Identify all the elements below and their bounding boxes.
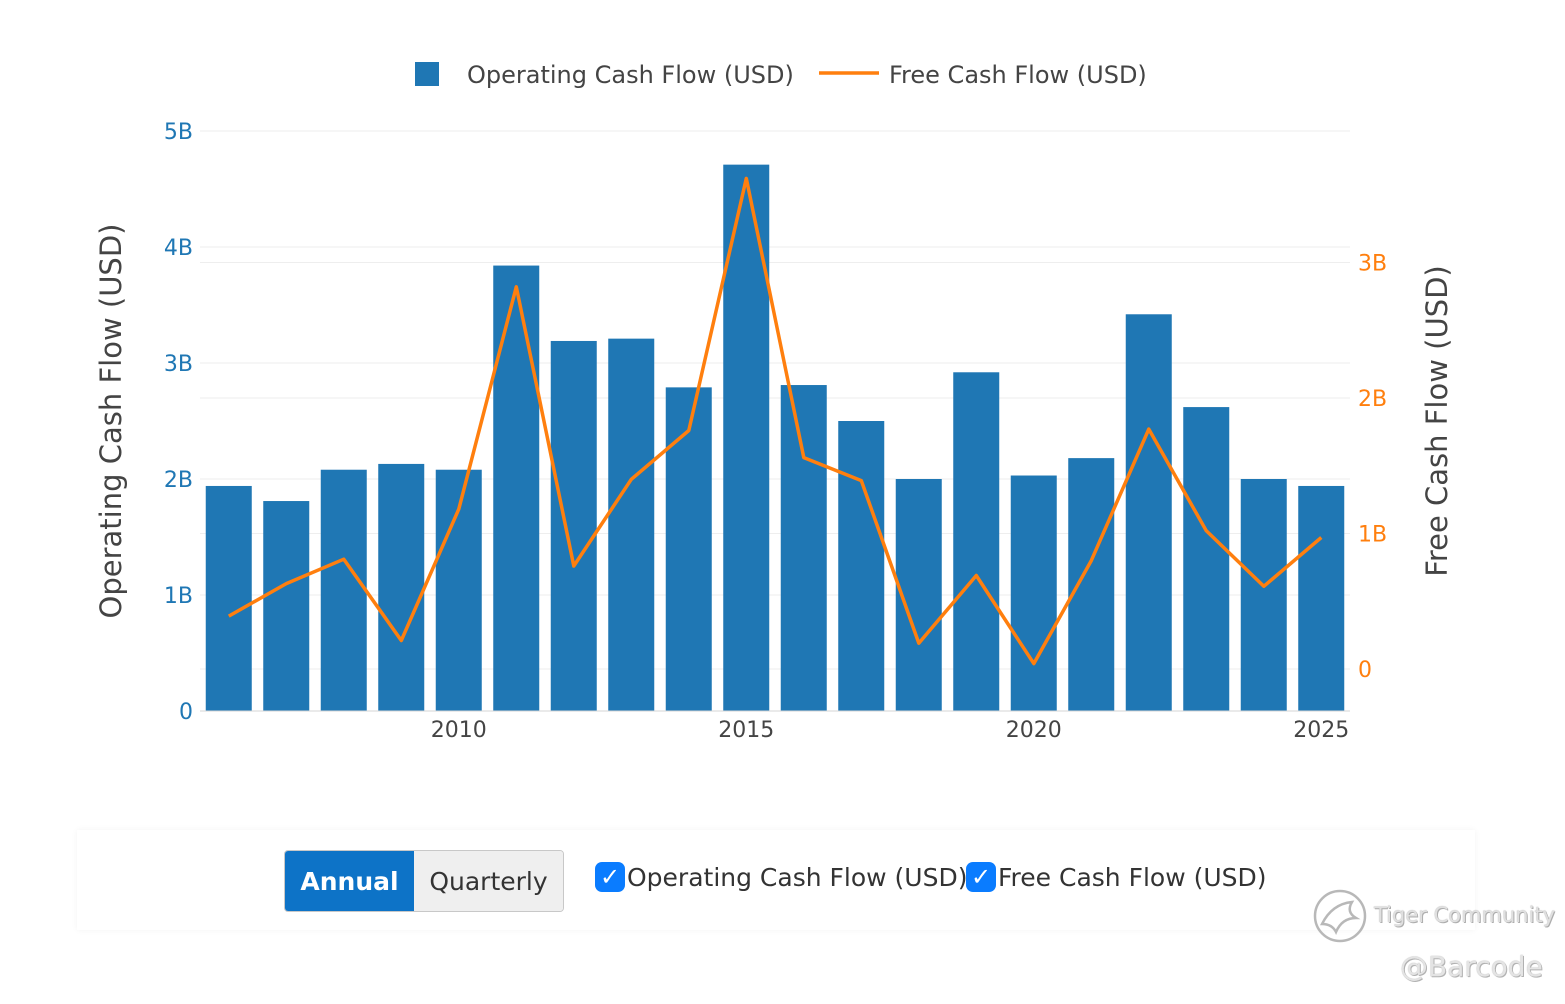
y-left-tick-label: 4B (164, 236, 193, 261)
y-right-tick-label: 3B (1358, 251, 1387, 276)
checkbox-checked-icon[interactable]: ✓ (595, 862, 625, 892)
y-left-tick-label: 2B (164, 468, 193, 493)
bar-operating-cash-flow[interactable] (550, 340, 597, 711)
legend[interactable]: Operating Cash Flow (USD) Free Cash Flow… (415, 61, 1147, 89)
bar-operating-cash-flow[interactable] (1010, 475, 1057, 711)
annual-button[interactable]: Annual (285, 851, 414, 911)
y-left-tick-label: 3B (164, 352, 193, 377)
watermark-brand: Tiger Community (1374, 903, 1556, 927)
bar-operating-cash-flow[interactable] (1298, 485, 1345, 711)
axis-tick-labels: 0 1B 2B 3B 4B 5B 0 1B 2B 3B 2010 2015 2020 2025 (164, 120, 1387, 743)
y-axis-left-title: Operating Cash Flow (USD) (94, 224, 128, 619)
bar-operating-cash-flow[interactable] (378, 463, 425, 711)
x-tick-label: 2020 (1006, 718, 1062, 743)
bar-operating-cash-flow[interactable] (205, 485, 252, 711)
bar-operating-cash-flow[interactable] (608, 338, 655, 711)
cash-flow-chart: 0 1B 2B 3B 4B 5B 0 1B 2B 3B 2010 2015 2020 2025 Opera… (94, 61, 1454, 743)
y-right-tick-label: 1B (1358, 522, 1387, 547)
legend-label-free-cash-flow[interactable]: Free Cash Flow (USD) (889, 61, 1147, 89)
operating-cash-flow-bars (205, 164, 1345, 711)
bar-operating-cash-flow[interactable] (1183, 407, 1230, 711)
legend-swatch-operating-cash-flow (415, 62, 439, 86)
bar-operating-cash-flow[interactable] (665, 387, 712, 711)
x-tick-label: 2010 (431, 718, 487, 743)
period-toggle: Annual Quarterly (284, 850, 564, 912)
y-right-tick-label: 0 (1358, 658, 1372, 683)
bar-operating-cash-flow[interactable] (838, 421, 885, 711)
y-axis-right-title: Free Cash Flow (USD) (1420, 265, 1454, 577)
checkbox-checked-icon[interactable]: ✓ (966, 862, 996, 892)
watermark-handle: @Barcode (1400, 950, 1543, 983)
bar-operating-cash-flow[interactable] (1125, 314, 1172, 711)
x-tick-label: 2025 (1293, 718, 1349, 743)
y-left-tick-label: 1B (164, 584, 193, 609)
y-left-tick-label: 5B (164, 120, 193, 145)
bar-operating-cash-flow[interactable] (320, 469, 367, 711)
bar-operating-cash-flow[interactable] (953, 372, 1000, 711)
toggle-free-cash-flow[interactable]: ✓ Free Cash Flow (USD) (966, 862, 1267, 892)
free-cash-flow-line (227, 176, 1323, 666)
bar-operating-cash-flow[interactable] (493, 265, 540, 711)
quarterly-button[interactable]: Quarterly (414, 851, 563, 911)
y-right-tick-label: 2B (1358, 387, 1387, 412)
bar-operating-cash-flow[interactable] (263, 501, 310, 711)
toggle-label-operating-cash-flow: Operating Cash Flow (USD) (627, 862, 968, 892)
legend-label-operating-cash-flow[interactable]: Operating Cash Flow (USD) (467, 61, 794, 89)
y-left-tick-label: 0 (179, 700, 193, 725)
bar-operating-cash-flow[interactable] (780, 385, 827, 711)
x-tick-label: 2015 (718, 718, 774, 743)
toggle-operating-cash-flow[interactable]: ✓ Operating Cash Flow (USD) (595, 862, 967, 892)
tiger-logo-icon (1313, 889, 1367, 943)
gridlines (200, 130, 1350, 670)
bar-operating-cash-flow[interactable] (1068, 458, 1115, 711)
bar-operating-cash-flow[interactable] (1240, 479, 1287, 711)
toggle-label-free-cash-flow: Free Cash Flow (USD) (998, 862, 1267, 892)
